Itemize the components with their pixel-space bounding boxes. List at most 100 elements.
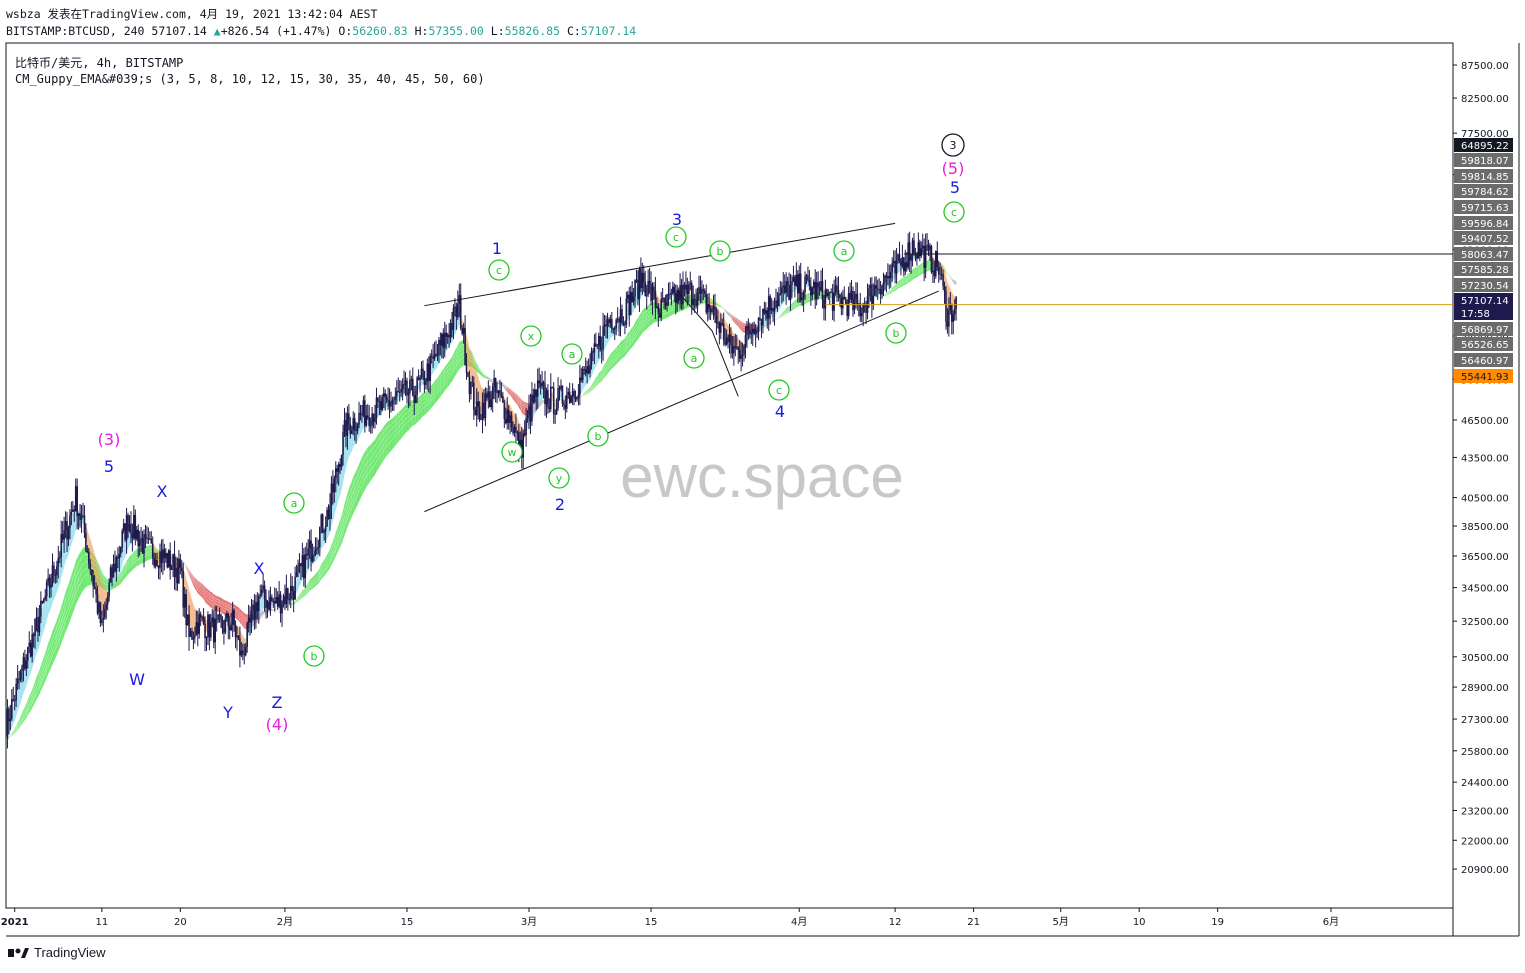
- candle-body: [673, 286, 676, 294]
- tradingview-logo[interactable]: TradingView: [8, 945, 106, 960]
- slow-band-segment: [145, 545, 147, 562]
- wave-2: 2: [555, 495, 565, 514]
- candle-body: [366, 415, 369, 418]
- candle-body: [70, 511, 73, 516]
- candle-body: [57, 557, 60, 567]
- candle-body: [281, 604, 283, 614]
- candle-body: [493, 377, 495, 387]
- candle-body: [276, 596, 279, 607]
- candle-body: [817, 282, 819, 287]
- slow-band-segment: [630, 327, 633, 350]
- wave-c-4: c: [776, 384, 782, 397]
- candle-body: [21, 667, 23, 671]
- slow-band-segment: [244, 612, 246, 630]
- candle-body: [622, 322, 625, 325]
- y-tick-label: 43500.00: [1461, 453, 1509, 464]
- x-tick-label: 20: [174, 917, 187, 928]
- candle-body: [920, 248, 923, 257]
- candle-body: [336, 468, 339, 472]
- candle-body: [400, 389, 402, 393]
- candle-body: [923, 245, 925, 268]
- candle-body: [372, 413, 375, 423]
- candle-body: [6, 708, 9, 740]
- slow-band-segment: [623, 338, 625, 358]
- candle-body: [513, 426, 516, 434]
- candle-body: [381, 397, 384, 410]
- candle-body: [731, 345, 734, 354]
- price-label: 59715.63: [1461, 203, 1509, 214]
- candle-body: [159, 551, 161, 569]
- candle-body: [523, 433, 526, 436]
- candle-body: [256, 601, 259, 612]
- candle-body: [574, 396, 577, 400]
- candle-body: [310, 540, 312, 562]
- candle-body: [95, 588, 97, 595]
- candle-body: [118, 553, 121, 559]
- slow-band-segment: [636, 318, 638, 342]
- symbol-legend[interactable]: 比特币/美元, 4h, BITSTAMP: [15, 56, 184, 70]
- wave-b-3: b: [717, 245, 724, 258]
- candle-body: [218, 614, 221, 616]
- candle-body: [509, 415, 511, 423]
- candle-body: [462, 327, 465, 334]
- candle-body: [483, 402, 485, 419]
- y-tick-label: 30500.00: [1461, 653, 1509, 664]
- wave-big-4: (4): [266, 715, 289, 734]
- candle-body: [612, 328, 615, 330]
- slow-band-segment: [78, 552, 81, 600]
- slow-band-segment: [241, 609, 243, 627]
- slow-band-segment: [71, 570, 73, 618]
- candle-body: [512, 427, 514, 434]
- candle-body: [481, 402, 484, 420]
- y-tick-label: 46500.00: [1461, 416, 1509, 427]
- candle-body: [477, 401, 479, 407]
- publish-info: wsbza 发表在TradingView.com, 4月 19, 2021 13…: [6, 7, 378, 21]
- y-tick-label: 22000.00: [1461, 836, 1509, 847]
- candle-body: [667, 294, 670, 296]
- fast-band-segment: [190, 594, 192, 634]
- candle-body: [567, 391, 570, 396]
- candle-body: [419, 376, 421, 381]
- candle-body: [22, 657, 25, 668]
- candle-body: [29, 642, 32, 657]
- candle-body: [522, 433, 525, 458]
- candle-body: [48, 577, 51, 588]
- candle-body: [894, 260, 896, 274]
- candle-body: [275, 596, 278, 604]
- candle-body: [807, 275, 809, 281]
- candle-body: [561, 385, 564, 404]
- candle-body: [910, 254, 912, 261]
- price-label-box: [1454, 262, 1513, 276]
- candle-body: [77, 513, 80, 517]
- candle-body: [779, 293, 782, 295]
- candle-body: [198, 614, 201, 634]
- candle-body: [487, 391, 490, 398]
- candle-body: [515, 426, 517, 432]
- candle-body: [391, 400, 394, 404]
- candle-body: [127, 514, 129, 531]
- indicator-legend[interactable]: CM_Guppy_EMA&#039;s (3, 5, 8, 10, 12, 15…: [15, 72, 485, 86]
- candle-body: [435, 353, 437, 356]
- price-label-box: [1454, 306, 1513, 320]
- candle-body: [722, 324, 725, 341]
- candle-body: [811, 287, 814, 296]
- candle-body: [239, 638, 241, 656]
- candle-body: [587, 366, 590, 374]
- candle-body: [63, 530, 65, 540]
- candle-body: [733, 346, 735, 354]
- candle-body: [165, 553, 167, 558]
- candle-body: [486, 393, 488, 398]
- candle-body: [150, 538, 153, 544]
- candle-body: [507, 409, 510, 423]
- candle-body: [545, 390, 548, 405]
- candle-body: [137, 529, 140, 547]
- candle-body: [778, 293, 780, 307]
- candle-body: [502, 396, 504, 403]
- candle-body: [417, 377, 420, 381]
- candle-body: [837, 289, 840, 295]
- candle-body: [724, 340, 726, 345]
- triangle-line-2: [711, 330, 739, 397]
- slow-band-segment: [645, 306, 647, 331]
- candle-body: [660, 298, 663, 318]
